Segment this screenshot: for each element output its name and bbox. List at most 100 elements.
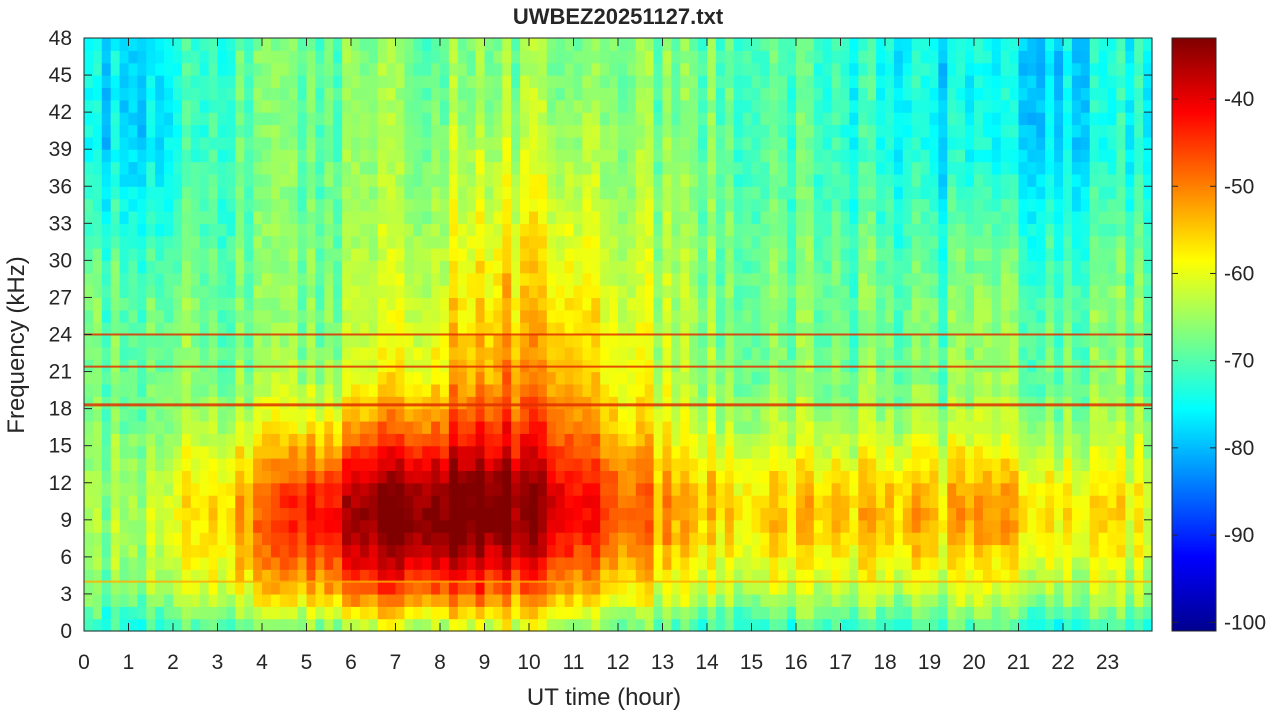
heatmap-cell <box>128 606 138 620</box>
heatmap-cell <box>190 186 201 200</box>
heatmap-cell <box>475 161 486 175</box>
heatmap-cell <box>377 593 388 607</box>
heatmap-cell <box>306 482 316 496</box>
heatmap-cell <box>226 507 236 521</box>
heatmap-cell <box>778 495 788 509</box>
heatmap-cell <box>386 112 397 126</box>
heatmap-cell <box>733 62 744 76</box>
heatmap-cell <box>609 272 619 286</box>
heatmap-cell <box>991 433 1002 447</box>
heatmap-cell <box>760 606 770 620</box>
heatmap-cell <box>591 50 601 64</box>
heatmap-cell <box>804 223 815 237</box>
heatmap-cell <box>333 495 343 509</box>
heatmap-cell <box>671 420 681 434</box>
heatmap-cell <box>297 408 308 422</box>
heatmap-cell <box>529 38 539 51</box>
heatmap-cell <box>876 309 886 323</box>
heatmap-cell <box>698 420 708 434</box>
heatmap-cell <box>680 173 690 187</box>
heatmap-cell <box>555 495 566 509</box>
heatmap-cell <box>591 458 601 471</box>
heatmap-cell <box>938 482 948 496</box>
heatmap-cell <box>938 235 948 249</box>
heatmap-cell <box>893 99 904 113</box>
heatmap-cell <box>520 285 530 299</box>
heatmap-cell <box>982 346 993 360</box>
heatmap-cell <box>235 285 245 299</box>
heatmap-cell <box>279 285 290 299</box>
heatmap-cell <box>938 606 948 620</box>
heatmap-cell <box>902 495 913 509</box>
heatmap-cell <box>155 235 165 249</box>
heatmap-cell <box>733 50 744 64</box>
heatmap-cell <box>440 569 450 583</box>
heatmap-cell <box>822 235 833 249</box>
heatmap-cell <box>164 38 174 51</box>
heatmap-cell <box>947 470 957 484</box>
heatmap-cell <box>377 297 388 311</box>
heatmap-cell <box>386 606 397 620</box>
heatmap-cell <box>555 136 566 150</box>
heatmap-cell <box>359 544 370 558</box>
heatmap-cell <box>208 445 219 459</box>
heatmap-cell <box>902 606 913 620</box>
heatmap-cell <box>564 445 575 459</box>
heatmap-cell <box>306 235 316 249</box>
heatmap-cell <box>796 346 806 360</box>
heatmap-cell <box>395 544 405 558</box>
heatmap-cell <box>911 445 922 459</box>
heatmap-cell <box>724 495 735 509</box>
heatmap-cell <box>760 285 770 299</box>
heatmap-cell <box>991 556 1002 570</box>
heatmap-cell <box>938 223 948 237</box>
heatmap-cell <box>885 544 895 558</box>
heatmap-cell <box>324 38 334 51</box>
heatmap-cell <box>929 38 939 51</box>
heatmap-cell <box>653 309 664 323</box>
heatmap-cell <box>377 161 388 175</box>
heatmap-cell <box>724 606 735 620</box>
heatmap-cell <box>493 124 503 138</box>
heatmap-cell <box>404 482 414 496</box>
heatmap-cell <box>253 458 263 471</box>
heatmap-cell <box>190 470 201 484</box>
heatmap-cell <box>822 260 833 274</box>
heatmap-cell <box>840 161 850 175</box>
heatmap-cell <box>609 519 619 533</box>
heatmap-cell <box>849 556 859 570</box>
heatmap-cell <box>564 519 575 533</box>
heatmap-cell <box>546 532 557 546</box>
heatmap-cell <box>867 50 877 64</box>
heatmap-cell <box>804 248 815 261</box>
heatmap-cell <box>858 99 868 113</box>
heatmap-cell <box>315 272 325 286</box>
heatmap-cell <box>431 606 441 620</box>
heatmap-cell <box>253 322 263 336</box>
heatmap-cell <box>591 396 601 410</box>
heatmap-cell <box>920 87 931 101</box>
heatmap-cell <box>733 285 744 299</box>
heatmap-cell <box>422 38 432 51</box>
heatmap-cell <box>876 173 886 187</box>
heatmap-cell <box>858 38 868 51</box>
heatmap-cell <box>333 210 343 224</box>
heatmap-cell <box>466 235 477 249</box>
heatmap-cell <box>902 396 913 410</box>
heatmap-cell <box>564 433 575 447</box>
heatmap-cell <box>208 50 219 64</box>
heatmap-cell <box>609 248 619 261</box>
heatmap-cell <box>618 248 628 261</box>
heatmap-cell <box>778 507 788 521</box>
heatmap-cell <box>831 309 842 323</box>
heatmap-cell <box>715 99 726 113</box>
heatmap-cell <box>493 495 503 509</box>
heatmap-cell <box>582 544 592 558</box>
heatmap-cell <box>849 136 859 150</box>
heatmap-cell <box>217 420 227 434</box>
heatmap-cell <box>564 309 575 323</box>
heatmap-cell <box>965 198 975 212</box>
heatmap-cell <box>885 445 895 459</box>
heatmap-cell <box>457 50 468 64</box>
heatmap-cell <box>893 482 904 496</box>
